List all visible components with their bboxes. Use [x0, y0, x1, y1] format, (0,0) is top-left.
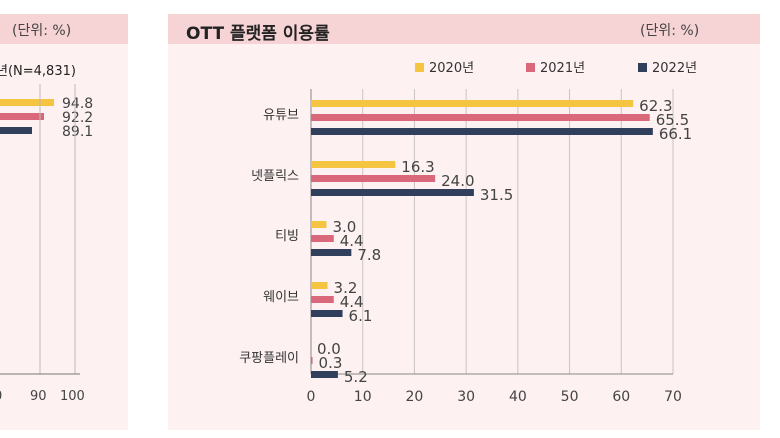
x-tick-20: 20 [406, 389, 424, 405]
legend-label-3: 2022년 [652, 61, 697, 76]
left-tick-100: 100 [60, 389, 85, 404]
bar-3-3 [311, 249, 352, 256]
bar-4-2 [311, 296, 334, 303]
bar-3-1 [311, 221, 327, 228]
category-label: 넷플릭스 [251, 169, 299, 184]
bar-4-3 [311, 310, 343, 317]
data-label: 3.0 [333, 218, 357, 236]
left-tick-0: 0 [0, 389, 2, 404]
data-label: 4.4 [340, 232, 364, 250]
legend-swatch-1 [415, 63, 424, 72]
data-label: 5.2 [344, 368, 368, 386]
legend-label-1: 2020년 [429, 61, 474, 76]
data-label: 66.1 [659, 125, 692, 143]
x-tick-70: 70 [664, 389, 682, 405]
x-tick-40: 40 [509, 389, 527, 405]
left-bar-3 [0, 127, 32, 134]
data-label: 4.4 [340, 293, 364, 311]
data-label: 31.5 [480, 186, 513, 204]
x-tick-60: 60 [612, 389, 630, 405]
left-bar-1 [0, 99, 54, 106]
left-unit-label: (단위: %) [12, 23, 72, 39]
legend-swatch-2 [526, 63, 535, 72]
data-label: 0.0 [317, 340, 341, 358]
left-bar-2 [0, 113, 44, 120]
left-subtitle: 년(N=4,831) [0, 64, 76, 79]
data-label: 0.3 [319, 354, 343, 372]
bar-5-3 [311, 371, 338, 378]
ott-chart-panel [168, 14, 760, 430]
bar-5-2 [311, 357, 313, 364]
left-chart: 년(N=4,831) 94.8 92.2 89.1 0 90 100 [0, 64, 93, 404]
bar-2-3 [311, 189, 474, 196]
x-tick-30: 30 [457, 389, 475, 405]
bar-4-1 [311, 282, 328, 289]
left-value-1: 94.8 [62, 96, 93, 112]
data-label: 7.8 [357, 246, 381, 264]
data-label: 6.1 [349, 307, 373, 325]
x-tick-0: 0 [307, 389, 316, 405]
x-tick-10: 10 [354, 389, 372, 405]
data-label: 62.3 [639, 97, 672, 115]
left-chart-panel [0, 14, 128, 430]
left-tick-90: 90 [30, 389, 47, 404]
category-label: 웨이브 [263, 290, 299, 305]
category-label: 쿠팡플레이 [239, 351, 299, 366]
left-value-3: 89.1 [62, 124, 93, 140]
bar-1-2 [311, 114, 650, 121]
bar-2-2 [311, 175, 436, 182]
category-label: 유튜브 [263, 108, 299, 123]
category-label: 티빙 [275, 229, 299, 244]
chart-title: OTT 플랫폼 이용률 [186, 24, 330, 44]
legend-swatch-3 [638, 63, 647, 72]
ott-panel-header [168, 14, 760, 44]
data-label: 16.3 [401, 158, 434, 176]
bar-3-2 [311, 235, 334, 242]
data-label: 3.2 [334, 279, 358, 297]
data-label: 65.5 [656, 111, 689, 129]
bar-1-3 [311, 128, 653, 135]
x-tick-50: 50 [561, 389, 579, 405]
left-panel-header [0, 14, 128, 44]
data-label: 24.0 [441, 172, 474, 190]
left-value-2: 92.2 [62, 110, 93, 126]
bar-2-1 [311, 161, 396, 168]
unit-label: (단위: %) [640, 23, 700, 39]
bar-1-1 [311, 100, 634, 107]
legend-label-2: 2021년 [540, 61, 585, 76]
